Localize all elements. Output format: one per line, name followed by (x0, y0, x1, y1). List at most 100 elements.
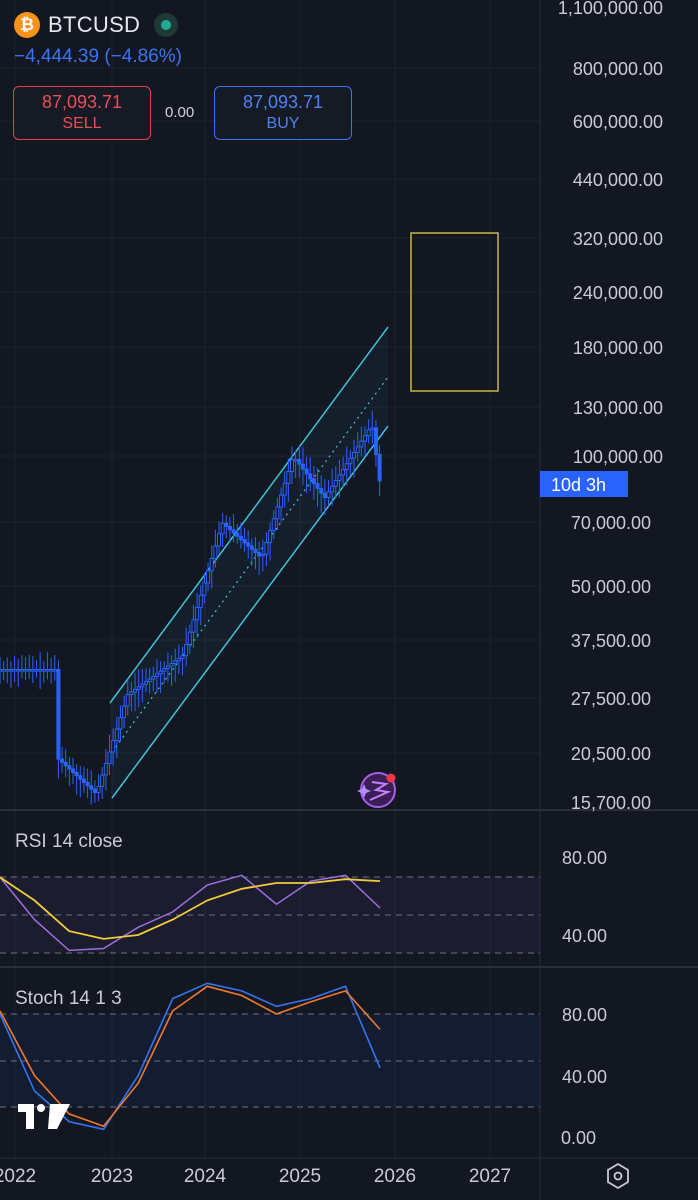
candle-body (41, 669, 46, 672)
candle-body (370, 427, 375, 431)
candle-body (19, 669, 24, 672)
countdown-badge (540, 471, 628, 497)
channel-lower-line (111, 425, 389, 799)
candle-body (333, 480, 338, 487)
candle-body (52, 669, 57, 672)
buy-button[interactable]: 87,093.71 BUY (214, 86, 352, 140)
candle-body (359, 440, 364, 448)
channel-fill (110, 327, 388, 798)
horizontal-grid (0, 67, 540, 754)
y-tick: 70,000.00 (571, 513, 651, 533)
candle-body (279, 494, 284, 508)
candle-body (337, 474, 342, 482)
price-axis[interactable]: 1,100,000.00 800,000.00 600,000.00 440,0… (558, 0, 663, 1148)
candle-body (227, 525, 232, 531)
candle-body (195, 607, 200, 621)
candle-body (286, 470, 291, 484)
price-change: −4,444.39 (−4.86%) (14, 46, 182, 67)
candle-body (187, 631, 192, 645)
candle-body (257, 552, 262, 557)
candle-body (103, 762, 108, 776)
ai-sparkle-icon[interactable] (357, 772, 396, 808)
candle-body (162, 668, 167, 672)
candle-body (38, 669, 43, 672)
rsi-line (0, 874, 381, 952)
candle-body (224, 522, 229, 527)
buy-label: BUY (266, 115, 300, 132)
candle-body (191, 619, 196, 633)
candle-body (260, 553, 265, 557)
market-status-icon (154, 13, 179, 37)
candle-body (12, 669, 17, 672)
y-tick: 240,000.00 (573, 283, 663, 303)
candle-body (330, 485, 335, 493)
candle-body (154, 673, 159, 677)
x-tick: 2023 (91, 1166, 133, 1187)
y-tick: 1,100,000.00 (558, 0, 663, 18)
candle-body (140, 683, 145, 688)
candle-body (49, 669, 54, 672)
candle-body (67, 765, 72, 770)
candle-body (100, 774, 105, 787)
rsi-y-tick: 80.00 (562, 848, 607, 868)
candle-body (151, 675, 156, 680)
sell-label: SELL (62, 115, 102, 132)
candle-body (363, 435, 367, 442)
candle-body (81, 778, 86, 783)
candle-body (297, 458, 302, 465)
candle-body (111, 740, 116, 753)
candle-body (253, 548, 258, 554)
candle-body (290, 459, 294, 472)
stoch-y-tick: 0.00 (561, 1128, 596, 1148)
y-tick: 130,000.00 (573, 398, 663, 418)
symbol-header: ₿ BTCUSD −4,444.39 (−4.86%) (14, 12, 182, 68)
bitcoin-icon: ₿ (14, 12, 40, 38)
rsi-title[interactable]: RSI 14 close (15, 831, 123, 852)
candle-body (23, 669, 28, 672)
candle-body (341, 468, 346, 476)
candle-body (352, 451, 357, 459)
target-zone-box[interactable] (410, 232, 499, 392)
candle-body (107, 751, 112, 764)
y-tick: 27,500.00 (571, 689, 651, 709)
candle-body (78, 775, 83, 780)
vertical-grid (14, 0, 491, 1158)
candle-body (5, 669, 10, 672)
candle-body (85, 781, 90, 787)
settings-hexagon-icon[interactable] (607, 1162, 629, 1190)
x-tick: 2027 (469, 1166, 511, 1187)
sell-price: 87,093.71 (41, 92, 123, 112)
candle-body (308, 473, 313, 480)
candle-body (373, 427, 378, 455)
candle-body (304, 468, 309, 475)
x-tick: 2024 (184, 1166, 227, 1187)
candle-body (133, 688, 138, 693)
candle-body (136, 686, 141, 690)
y-tick: 800,000.00 (573, 59, 663, 79)
symbol-name[interactable]: BTCUSD (48, 12, 141, 37)
y-tick: 180,000.00 (573, 338, 663, 358)
candle-body (344, 463, 349, 470)
stoch-title[interactable]: Stoch 14 1 3 (15, 988, 122, 1009)
x-tick: 2026 (374, 1166, 416, 1187)
candle-body (27, 669, 32, 672)
candle-body (125, 694, 130, 707)
sell-button[interactable]: 87,093.71 SELL (13, 86, 151, 140)
candle-body (206, 570, 211, 584)
candle-body (1, 669, 6, 672)
channel-upper-line (109, 326, 389, 704)
time-axis[interactable]: 2022 2023 2024 2025 2026 2027 (0, 1166, 511, 1187)
candle-body (129, 691, 134, 696)
candle-body (366, 429, 371, 437)
candlestick-series (0, 410, 382, 805)
buy-price: 87,093.71 (242, 92, 324, 112)
y-tick: 600,000.00 (573, 112, 663, 132)
candle-body (326, 491, 331, 498)
candle-body (56, 669, 61, 760)
candle-body (30, 669, 35, 672)
candle-body (235, 532, 240, 537)
rsi-y-tick: 40.00 (562, 926, 607, 946)
candle-body (92, 788, 97, 793)
candle-body (176, 657, 181, 662)
